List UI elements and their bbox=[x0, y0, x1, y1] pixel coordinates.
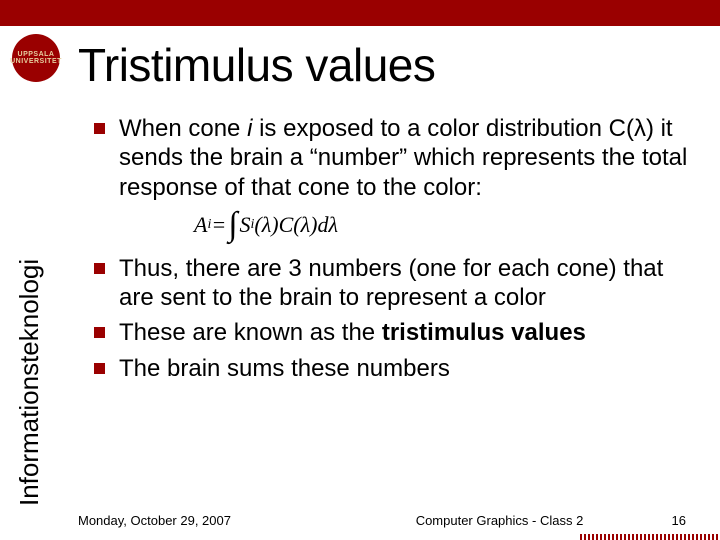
b3-pre: These are known as the bbox=[119, 319, 382, 346]
sidebar-label: Informationsteknologi bbox=[14, 259, 45, 506]
formula-C: C bbox=[279, 212, 294, 238]
footer-date: Monday, October 29, 2007 bbox=[78, 513, 359, 528]
top-accent-bar bbox=[0, 0, 720, 26]
b1-pre: When cone bbox=[119, 115, 247, 142]
bullet-1-text: When cone i is exposed to a color distri… bbox=[119, 114, 694, 202]
integral-icon: ∫ bbox=[228, 215, 237, 235]
footer: Monday, October 29, 2007 Computer Graphi… bbox=[78, 513, 700, 528]
bullet-4-text: The brain sums these numbers bbox=[119, 354, 450, 383]
bottom-stripe-decoration bbox=[580, 534, 720, 540]
bullet-2: Thus, there are 3 numbers (one for each … bbox=[94, 254, 694, 313]
formula-S: S bbox=[240, 212, 251, 238]
footer-page-number: 16 bbox=[640, 513, 700, 528]
slide: UPPSALA UNIVERSITET Informationsteknolog… bbox=[0, 0, 720, 540]
left-column: UPPSALA UNIVERSITET Informationsteknolog… bbox=[0, 26, 72, 540]
bullet-3-text: These are known as the tristimulus value… bbox=[119, 318, 586, 347]
formula-eq: = bbox=[211, 212, 226, 238]
university-logo: UPPSALA UNIVERSITET bbox=[12, 34, 60, 82]
bullet-4: The brain sums these numbers bbox=[94, 354, 694, 383]
formula-Sarg: (λ) bbox=[254, 212, 278, 238]
content-area: When cone i is exposed to a color distri… bbox=[94, 114, 694, 389]
bullet-2-text: Thus, there are 3 numbers (one for each … bbox=[119, 254, 694, 313]
bullet-1: When cone i is exposed to a color distri… bbox=[94, 114, 694, 202]
logo-text-bottom: UNIVERSITET bbox=[10, 58, 62, 65]
formula-dlambda: dλ bbox=[317, 212, 338, 238]
b3-bold: tristimulus values bbox=[382, 319, 586, 346]
bullet-icon bbox=[94, 363, 105, 374]
slide-title: Tristimulus values bbox=[78, 38, 435, 92]
formula-Carg: (λ) bbox=[293, 212, 317, 238]
footer-course: Computer Graphics - Class 2 bbox=[359, 513, 640, 528]
bullet-icon bbox=[94, 263, 105, 274]
formula-A: A bbox=[194, 212, 207, 238]
bullet-3: These are known as the tristimulus value… bbox=[94, 318, 694, 347]
logo-text-top: UPPSALA bbox=[10, 51, 62, 58]
formula: Ai = ∫Si(λ)C(λ)dλ bbox=[194, 212, 694, 238]
bullet-icon bbox=[94, 327, 105, 338]
bullet-icon bbox=[94, 123, 105, 134]
